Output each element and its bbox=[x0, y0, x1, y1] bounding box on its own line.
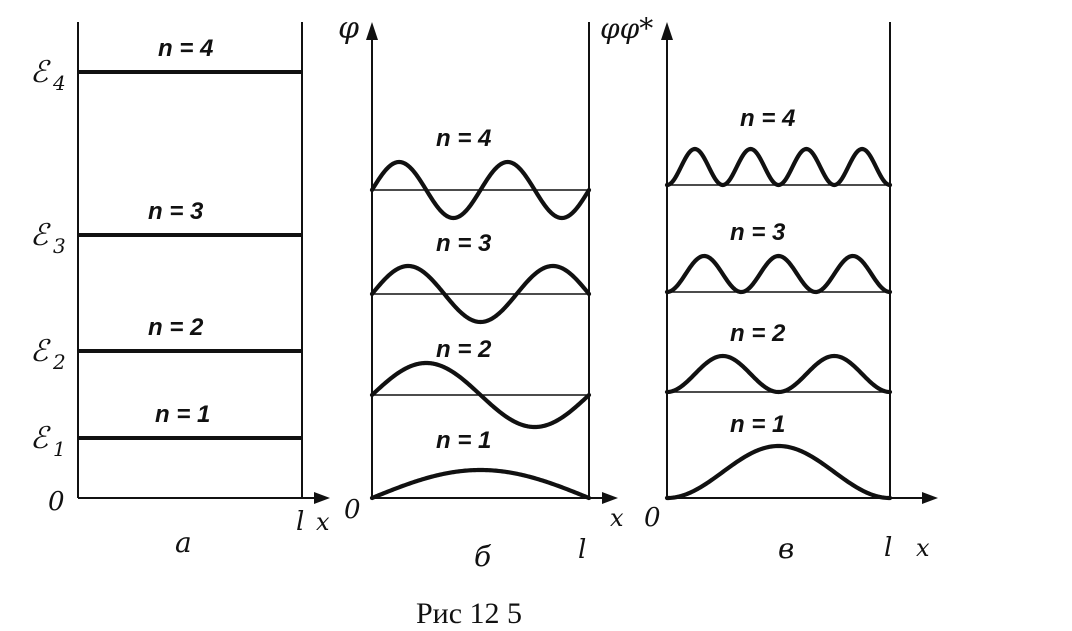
panel-b-n4-label: n = 4 bbox=[436, 125, 491, 152]
panel-c-y-arrow bbox=[661, 22, 673, 40]
panel-c-curve-n1 bbox=[664, 443, 893, 501]
panel-a-label: а bbox=[175, 526, 192, 559]
panel-c-x-arrow bbox=[922, 492, 938, 504]
panel-c: φφ* 0 l x в n = 1 n = 2 n = 3 n = 4 bbox=[600, 12, 938, 565]
energy-3-symbol: ℰ bbox=[30, 218, 51, 253]
panel-b-x-arrow bbox=[602, 492, 618, 504]
panel-c-n2-label: n = 2 bbox=[730, 320, 786, 347]
panel-c-curve-n2 bbox=[664, 353, 893, 395]
panel-c-x-label: x bbox=[916, 534, 930, 562]
figure-caption: Рис 12 5 bbox=[416, 597, 522, 630]
panel-b-y-arrow bbox=[366, 22, 378, 40]
panel-b-curve-n3 bbox=[369, 263, 592, 325]
panel-b-l-label: l bbox=[578, 535, 586, 565]
panel-a-origin: 0 bbox=[48, 487, 65, 517]
energy-1-symbol: ℰ bbox=[30, 421, 51, 456]
panel-c-label: в bbox=[778, 532, 794, 565]
energy-2-symbol: ℰ bbox=[30, 334, 51, 369]
panel-b-x-label: x bbox=[610, 504, 624, 532]
panel-c-curve-n4 bbox=[664, 146, 893, 188]
panel-b-origin: 0 bbox=[344, 495, 361, 525]
panel-b: φ 0 l x б n = 1 n = 2 n = 3 n = 4 bbox=[338, 11, 624, 573]
level-4-label: n = 4 bbox=[158, 35, 213, 62]
panel-c-y-label: φφ* bbox=[600, 12, 653, 45]
level-1-label: n = 1 bbox=[155, 401, 210, 428]
panel-b-curve-n2 bbox=[369, 360, 592, 430]
panel-b-n2-label: n = 2 bbox=[436, 336, 492, 363]
level-2-label: n = 2 bbox=[148, 314, 204, 341]
energy-2-subscript: 2 bbox=[52, 350, 66, 374]
panel-c-curve-n3 bbox=[664, 253, 893, 295]
panel-a: n = 1 n = 2 n = 3 n = 4 ℰ 1 ℰ 2 ℰ 3 ℰ 4 … bbox=[30, 22, 330, 559]
panel-b-n3-label: n = 3 bbox=[436, 230, 492, 257]
energy-4-symbol: ℰ bbox=[30, 55, 51, 90]
energy-1-subscript: 1 bbox=[53, 437, 66, 461]
panel-c-n3-label: n = 3 bbox=[730, 219, 786, 246]
panel-b-n1-label: n = 1 bbox=[436, 427, 491, 454]
level-3-label: n = 3 bbox=[148, 198, 204, 225]
panel-c-n1-label: n = 1 bbox=[730, 411, 785, 438]
panel-b-label: б bbox=[474, 540, 492, 573]
panel-b-y-label: φ bbox=[338, 11, 359, 46]
panel-b-curve-n4 bbox=[369, 159, 592, 221]
panel-b-curve-n1 bbox=[369, 467, 592, 501]
panel-c-n4-label: n = 4 bbox=[740, 105, 795, 132]
panel-a-x-label: x bbox=[316, 508, 330, 536]
panel-a-l-label: l bbox=[296, 507, 304, 537]
panel-c-origin: 0 bbox=[644, 503, 661, 533]
energy-4-subscript: 4 bbox=[52, 71, 66, 95]
panel-a-x-arrow bbox=[314, 492, 330, 504]
energy-3-subscript: 3 bbox=[53, 234, 66, 258]
panel-c-l-label: l bbox=[884, 533, 892, 563]
